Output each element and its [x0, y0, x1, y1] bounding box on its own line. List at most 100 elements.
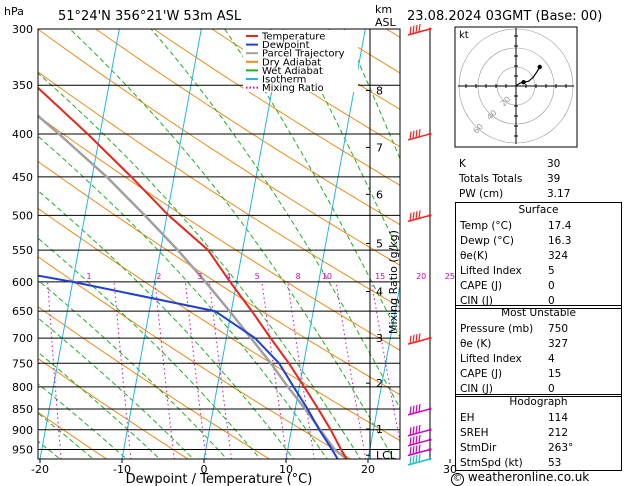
profiles	[38, 86, 348, 459]
hodograph-value: 212	[548, 426, 569, 439]
pressure-tick-label: 500	[12, 209, 33, 222]
pressure-tick-label: 300	[12, 23, 33, 36]
wind-barb-feather	[418, 333, 421, 342]
hodograph-table: EH 114 SREH 212 StmDir 263° StmSpd (kt) 53	[456, 410, 612, 470]
wind-barb-feather	[412, 446, 415, 455]
altitude-tick-label: 5	[376, 237, 383, 250]
wind-barb-feather	[409, 212, 412, 221]
hodograph-row: StmDir 263°	[456, 440, 612, 455]
surface-key: CAPE (J)	[460, 279, 503, 292]
pressure-tick-label: 600	[12, 276, 33, 289]
legend-entry: Wet Adiabat	[262, 66, 323, 77]
dewpoint-line	[38, 274, 339, 459]
mixing-ratio-label: 10	[322, 272, 332, 281]
legend-entry: Mixing Ratio	[262, 83, 324, 94]
dry-adiabat-line	[38, 71, 400, 308]
plot-frame	[37, 28, 401, 460]
wind-barb-feather	[418, 24, 421, 33]
x-axis-label: Dewpoint / Temperature (°C)	[126, 472, 313, 486]
most-unstable-value: 327	[548, 337, 569, 350]
wind-barb	[407, 403, 432, 416]
wind-barb-feather	[418, 444, 421, 453]
surface-row: Dewp (°C) 16.3	[456, 233, 612, 248]
most-unstable-row: θe (K) 327	[456, 336, 612, 351]
x-tick-label: -20	[31, 463, 49, 476]
altitude-tick-label: 3	[376, 332, 383, 345]
hodograph-point	[521, 80, 526, 85]
wet-adiabat-line	[38, 317, 194, 459]
wet-adiabat-line	[38, 135, 328, 459]
surface-key: Temp (°C)	[460, 219, 513, 232]
wind-barb-feather	[412, 426, 415, 435]
surface-value: 0	[548, 294, 555, 307]
hodograph-key: StmSpd (kt)	[460, 456, 523, 469]
surface-table: Temp (°C) 17.4 Dewp (°C) 16.3 θe(K) 324 Lifted…	[456, 218, 612, 308]
wind-barb	[407, 210, 432, 223]
wind-barb-feather	[415, 211, 418, 220]
wind-barb-feather	[418, 128, 421, 138]
pressure-tick-label: 700	[12, 332, 33, 345]
hodograph-key: EH	[460, 411, 475, 424]
wind-barb	[407, 24, 432, 36]
most-unstable-value: 750	[548, 322, 569, 335]
wind-barb-feather	[409, 335, 412, 344]
wind-barb-feather	[409, 26, 412, 35]
location-title: 51°24'N 356°21'W 53m ASL	[58, 9, 242, 24]
wind-barb	[407, 424, 432, 437]
x-tick-label: 30	[443, 463, 457, 476]
wind-barb-feather	[418, 434, 421, 443]
wind-barb-base	[428, 448, 432, 452]
x-tick-label: 10	[279, 463, 293, 476]
wind-barb-feather	[409, 406, 412, 415]
surface-value: 17.4	[548, 219, 572, 232]
surface-value: 324	[548, 249, 569, 262]
wind-barb-feather	[412, 25, 415, 34]
surface-row: CAPE (J) 0	[456, 278, 612, 293]
legend-entry: Parcel Trajectory	[262, 49, 345, 60]
dry-adiabat-line	[38, 256, 352, 459]
isotherm-line	[0, 0, 50, 468]
pressure-tick-label: 900	[12, 424, 33, 437]
hodograph-value: 53	[548, 456, 562, 469]
surface-row: CIN (J) 0	[456, 293, 612, 308]
mixing-ratio-labels: 1 2 3 4 5 8 10 15 20 25	[87, 272, 455, 281]
most-unstable-value: 0	[548, 382, 555, 395]
hodograph-unit: kt	[459, 30, 469, 41]
wind-barb-feather	[415, 24, 418, 33]
wind-barb-feather	[412, 455, 415, 464]
mixing-ratio-label: 3	[197, 272, 202, 281]
pressure-tick-label: 400	[12, 128, 33, 141]
most-unstable-row: CIN (J) 0	[456, 381, 612, 396]
surface-row: Temp (°C) 17.4	[456, 218, 612, 233]
mixing-ratio-label: 15	[375, 272, 385, 281]
pressure-tick-label: 850	[12, 403, 33, 416]
dry-adiabat-line	[153, 29, 400, 186]
most-unstable-value: 15	[548, 367, 562, 380]
wind-barb-feather	[412, 405, 415, 414]
hpa-unit-label: hPa	[4, 5, 24, 18]
wet-adiabat-line	[343, 29, 400, 160]
hodograph-key: StmDir	[460, 441, 497, 454]
wind-barb	[407, 444, 432, 457]
asl-unit-label: ASL	[375, 16, 397, 29]
most-unstable-key: CAPE (J)	[460, 367, 503, 380]
index-row-totals: Totals Totals 39	[459, 172, 561, 185]
wind-barb-feather	[409, 446, 412, 456]
wind-barb	[407, 333, 432, 345]
wind-barb	[407, 128, 432, 141]
altitude-tick-label: LCL	[376, 449, 397, 462]
wind-barbs	[407, 24, 432, 466]
dry-adiabat-line	[38, 306, 271, 459]
altitude-tick-label: 6	[376, 188, 383, 201]
surface-row: Lifted Index 5	[456, 263, 612, 278]
mixing-ratio-label: 1	[87, 272, 92, 281]
x-tick-label: 20	[361, 463, 375, 476]
pressure-tick-label: 800	[12, 381, 33, 394]
wind-barb-feather	[418, 403, 421, 413]
most-unstable-panel: Most Unstable Pressure (mb) 750 θe (K) 327 L…	[455, 305, 622, 397]
wind-barb-feather	[412, 211, 415, 221]
wet-adiabat-line	[38, 351, 161, 459]
x-tick-label: -10	[113, 463, 131, 476]
